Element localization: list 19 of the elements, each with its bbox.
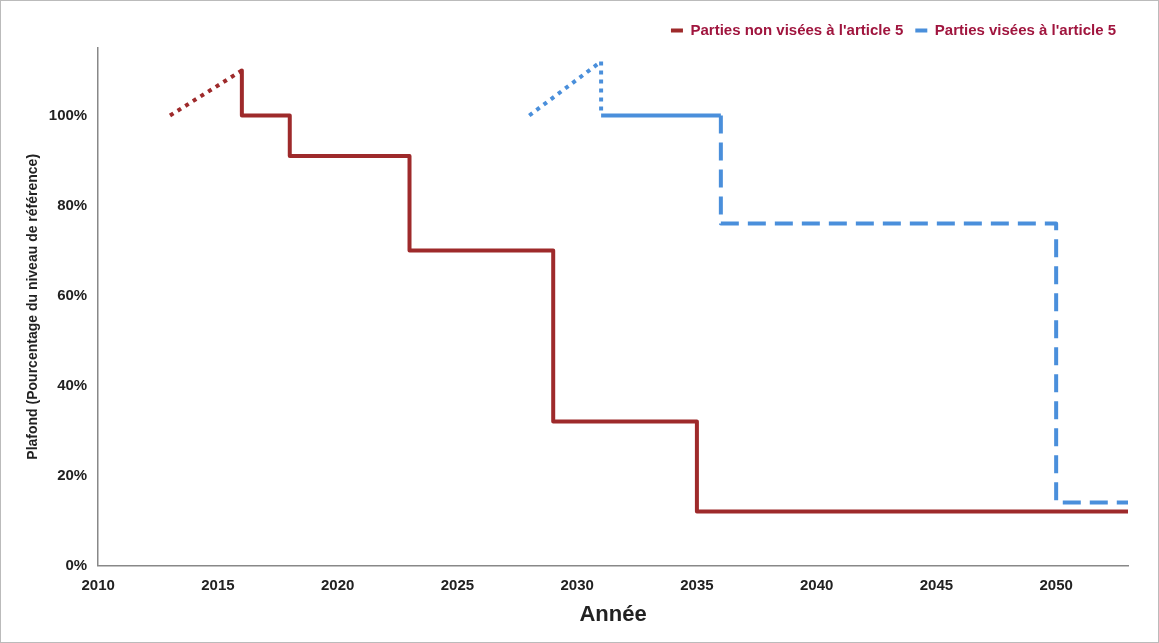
x-tick-label: 2035: [680, 575, 714, 593]
x-tick-label: 2025: [440, 575, 475, 593]
x-tick-label: 2030: [560, 575, 594, 593]
legend-label: Parties non visées à l'article 5: [690, 20, 904, 38]
legend-label: Parties visées à l'article 5: [934, 20, 1117, 38]
x-tick-label: 2050: [1039, 575, 1073, 593]
x-tick-label: 2015: [201, 575, 235, 593]
x-tick-label: 2040: [799, 575, 834, 593]
y-tick-label: 80%: [57, 195, 88, 213]
y-tick-label: 20%: [57, 465, 88, 483]
y-tick-label: 60%: [57, 285, 88, 303]
y-tick-label: 100%: [48, 105, 88, 123]
y-tick-label: 40%: [57, 375, 88, 393]
x-tick-label: 2020: [320, 575, 355, 593]
x-axis-title: Année: [579, 600, 647, 626]
x-tick-label: 2045: [919, 575, 954, 593]
y-axis-title: Plafond (Pourcentage du niveau de référence): [24, 153, 41, 460]
x-tick-label: 2010: [81, 575, 115, 593]
y-tick-label: 0%: [65, 555, 88, 573]
